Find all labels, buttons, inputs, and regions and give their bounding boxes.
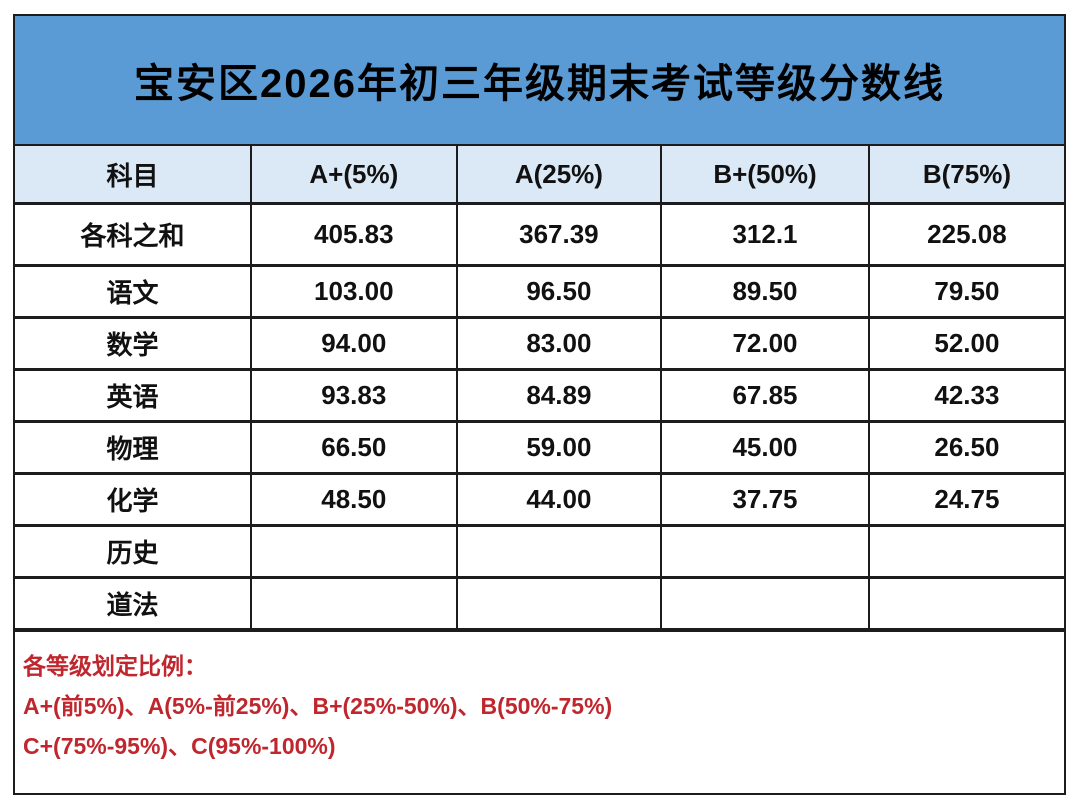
title-band: 宝安区2026年初三年级期末考试等级分数线 <box>15 16 1064 146</box>
score-cell: 96.50 <box>455 264 663 319</box>
score-cell: 42.33 <box>867 368 1064 423</box>
table-row: 英语 93.83 84.89 67.85 42.33 <box>15 368 1064 423</box>
note-line-upper-grades: A+(前5%)、A(5%-前25%)、B+(25%-50%)、B(50%-75%… <box>23 693 613 719</box>
score-cell: 103.00 <box>250 264 458 319</box>
column-header-a-plus: A+(5%) <box>250 146 458 205</box>
subject-cell: 各科之和 <box>15 202 253 267</box>
column-header-b-plus: B+(50%) <box>660 146 870 205</box>
table-row: 化学 48.50 44.00 37.75 24.75 <box>15 472 1064 527</box>
score-cell: 367.39 <box>455 202 663 267</box>
grade-ratio-note: 各等级划定比例： A+(前5%)、A(5%-前25%)、B+(25%-50%)、… <box>15 631 1064 793</box>
score-cell: 45.00 <box>660 420 870 475</box>
score-cell <box>660 576 870 631</box>
score-cell: 405.83 <box>250 202 458 267</box>
score-cell <box>250 576 458 631</box>
score-cell: 48.50 <box>250 472 458 527</box>
score-cell <box>867 576 1064 631</box>
score-cell <box>455 576 663 631</box>
score-cell: 84.89 <box>455 368 663 423</box>
column-header-b: B(75%) <box>867 146 1064 205</box>
score-cell: 93.83 <box>250 368 458 423</box>
subject-cell: 历史 <box>15 524 253 579</box>
score-cell: 44.00 <box>455 472 663 527</box>
score-cell: 26.50 <box>867 420 1064 475</box>
table-row: 道法 <box>15 576 1064 631</box>
subject-cell: 物理 <box>15 420 253 475</box>
score-table: 科目 A+(5%) A(25%) B+(50%) B(75%) 各科之和 405.… <box>15 146 1064 631</box>
subject-cell: 数学 <box>15 316 253 371</box>
score-cell: 83.00 <box>455 316 663 371</box>
table-row: 历史 <box>15 524 1064 579</box>
score-cell: 59.00 <box>455 420 663 475</box>
subject-cell: 语文 <box>15 264 253 319</box>
score-table-body: 各科之和 405.83 367.39 312.1 225.08 语文 103.00 96.50… <box>15 202 1064 631</box>
table-row: 语文 103.00 96.50 89.50 79.50 <box>15 264 1064 319</box>
note-line-heading: 各等级划定比例： <box>23 653 207 679</box>
subject-cell: 道法 <box>15 576 253 631</box>
column-header-subject: 科目 <box>15 146 253 205</box>
column-header-a: A(25%) <box>455 146 663 205</box>
score-cell <box>867 524 1064 579</box>
score-table-header: 科目 A+(5%) A(25%) B+(50%) B(75%) <box>15 146 1064 205</box>
subject-cell: 化学 <box>15 472 253 527</box>
score-cell: 72.00 <box>660 316 870 371</box>
score-cell: 66.50 <box>250 420 458 475</box>
score-cell: 89.50 <box>660 264 870 319</box>
score-cell: 94.00 <box>250 316 458 371</box>
score-cell: 79.50 <box>867 264 1064 319</box>
score-cell <box>455 524 663 579</box>
page-title: 宝安区2026年初三年级期末考试等级分数线 <box>134 62 945 106</box>
score-cell: 37.75 <box>660 472 870 527</box>
note-line-lower-grades: C+(75%-95%)、C(95%-100%) <box>23 733 336 759</box>
table-row: 物理 66.50 59.00 45.00 26.50 <box>15 420 1064 475</box>
table-row: 数学 94.00 83.00 72.00 52.00 <box>15 316 1064 371</box>
score-cell: 225.08 <box>867 202 1064 267</box>
score-cell: 67.85 <box>660 368 870 423</box>
header-row: 科目 A+(5%) A(25%) B+(50%) B(75%) <box>15 146 1064 205</box>
score-cell: 52.00 <box>867 316 1064 371</box>
table-frame: 宝安区2026年初三年级期末考试等级分数线 科目 A+(5%) A(25%) B… <box>13 14 1066 795</box>
score-cell <box>250 524 458 579</box>
table-row: 各科之和 405.83 367.39 312.1 225.08 <box>15 202 1064 267</box>
subject-cell: 英语 <box>15 368 253 423</box>
score-cell <box>660 524 870 579</box>
score-cell: 312.1 <box>660 202 870 267</box>
score-cell: 24.75 <box>867 472 1064 527</box>
